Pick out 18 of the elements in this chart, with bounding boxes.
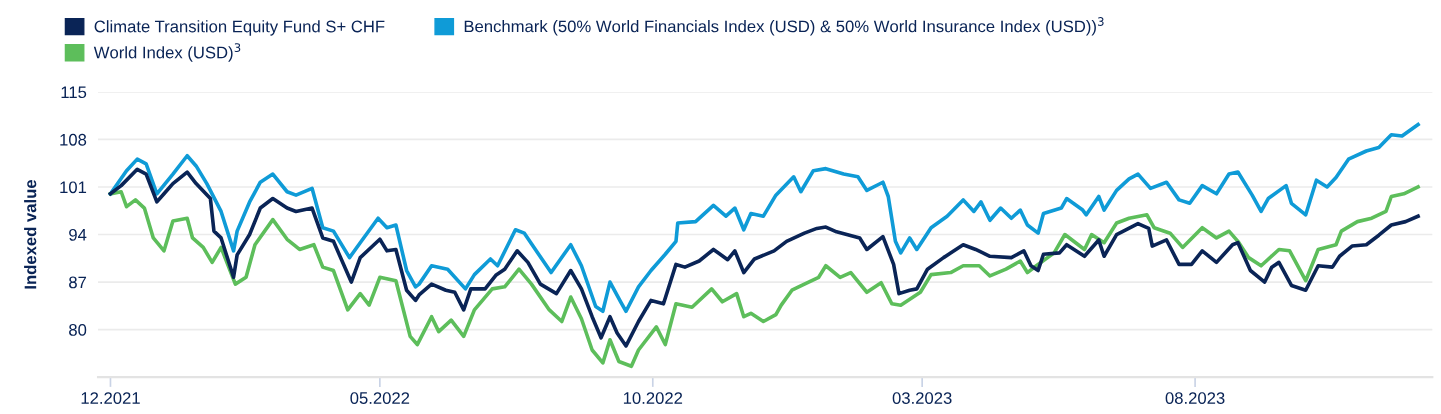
y-tick-label: 101	[60, 181, 87, 194]
y-tick-label: 115	[61, 86, 87, 99]
legend-label: Benchmark (50% World Financials Index (USD) & 50% World Insurance Index (USD))$^{3}$	[464, 17, 1104, 36]
y-tick-label: 80	[69, 324, 87, 336]
x-tick-label: 12.2021	[81, 392, 140, 404]
legend-label: Climate Transition Equity Fund S+ CHF	[94, 20, 385, 36]
x-tick-label: 03.2023	[892, 392, 952, 404]
y-tick-label: 108	[60, 133, 87, 146]
y-axis-title: Indexed value	[24, 179, 37, 289]
x-tick-label: 10.2022	[623, 392, 683, 404]
x-tick-label: 05.2022	[350, 392, 410, 404]
line-series	[108, 185, 1420, 369]
line-series	[108, 167, 1420, 348]
line-series	[108, 122, 1420, 314]
x-tick-label: 08.2023	[1165, 392, 1225, 404]
y-tick-label: 94	[69, 228, 87, 241]
y-tick-label: 87	[69, 276, 87, 289]
legend-label: World Index (USD)$^{3}$	[93, 43, 241, 62]
